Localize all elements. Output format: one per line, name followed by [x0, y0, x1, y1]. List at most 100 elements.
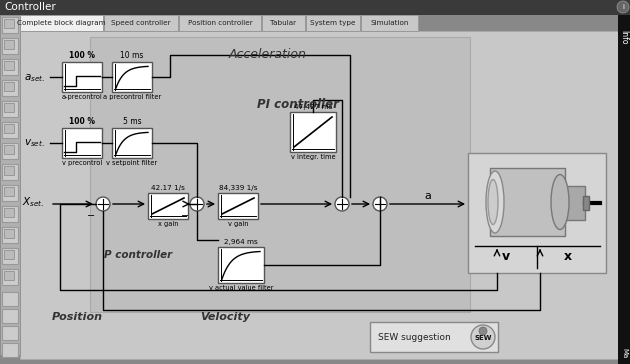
Bar [2, 248, 18, 264]
Bar [4, 208, 14, 217]
Text: v actual value filter: v actual value filter [209, 285, 273, 291]
Bar [218, 247, 264, 283]
Bar [2, 122, 18, 138]
Bar [2, 38, 18, 54]
Text: SEW suggestion: SEW suggestion [378, 332, 450, 341]
Text: 10 ms: 10 ms [120, 51, 144, 60]
Text: 42.17 1/s: 42.17 1/s [151, 185, 185, 191]
Text: Velocity: Velocity [200, 312, 250, 322]
Text: −: − [181, 211, 189, 221]
Bar [618, 0, 630, 364]
Circle shape [96, 197, 110, 211]
Text: 100 %: 100 % [69, 117, 95, 126]
Text: −: − [87, 211, 95, 221]
Bar [2, 269, 18, 285]
Text: Speed controller: Speed controller [111, 20, 171, 26]
Bar [560, 186, 585, 220]
Text: Controller: Controller [4, 3, 55, 12]
Bar [2, 101, 18, 117]
Bar [179, 15, 261, 31]
Bar [104, 15, 178, 31]
Circle shape [617, 1, 629, 13]
Text: 84,339 1/s: 84,339 1/s [219, 185, 257, 191]
Bar [583, 196, 589, 210]
Bar [4, 61, 14, 70]
Text: i: i [622, 4, 624, 10]
Bar [20, 15, 103, 31]
Bar [4, 82, 14, 91]
Circle shape [479, 327, 487, 335]
Bar [2, 309, 18, 323]
Text: v: v [502, 250, 510, 264]
Text: SEW: SEW [474, 335, 492, 341]
Text: P controller: P controller [104, 250, 172, 260]
Bar [2, 164, 18, 180]
Text: Ma: Ma [621, 348, 627, 358]
Bar [4, 145, 14, 154]
Bar [62, 128, 102, 158]
Bar [306, 15, 360, 31]
Text: PI controller: PI controller [257, 98, 339, 111]
Text: 100 %: 100 % [69, 51, 95, 60]
Bar [4, 166, 14, 175]
Circle shape [373, 197, 387, 211]
Bar [4, 124, 14, 133]
Bar [2, 17, 18, 33]
Bar [2, 80, 18, 96]
Bar [4, 229, 14, 238]
Text: 5 ms: 5 ms [123, 117, 141, 126]
Bar [90, 37, 470, 312]
Bar [4, 40, 14, 49]
Text: a precontrol filter: a precontrol filter [103, 94, 161, 100]
Text: Complete block diagram: Complete block diagram [17, 20, 106, 26]
Text: $v_{set.}$: $v_{set.}$ [24, 137, 45, 149]
Bar [2, 59, 18, 75]
Ellipse shape [488, 179, 498, 225]
Text: v gain: v gain [228, 221, 248, 227]
Ellipse shape [486, 171, 504, 233]
Text: v integr. time: v integr. time [290, 154, 335, 160]
Bar [4, 103, 14, 112]
Bar [262, 15, 305, 31]
Text: x: x [564, 250, 572, 264]
Text: 2,964 ms: 2,964 ms [224, 239, 258, 245]
Text: Info: Info [619, 30, 629, 44]
Circle shape [471, 325, 495, 349]
Text: $X_{set.}$: $X_{set.}$ [22, 195, 44, 209]
Text: v precontrol: v precontrol [62, 160, 102, 166]
Text: System type: System type [310, 20, 356, 26]
Bar [468, 153, 606, 273]
Bar [290, 112, 336, 152]
Bar [2, 292, 18, 306]
Bar [112, 128, 152, 158]
Text: Acceleration: Acceleration [229, 48, 307, 61]
Text: Position controller: Position controller [188, 20, 253, 26]
Bar [4, 250, 14, 259]
Text: $a_{set.}$: $a_{set.}$ [24, 72, 45, 84]
Bar [62, 62, 102, 92]
Text: Tabular: Tabular [270, 20, 297, 26]
Bar [4, 187, 14, 196]
Text: x gain: x gain [158, 221, 178, 227]
Bar [370, 322, 498, 352]
Bar [2, 326, 18, 340]
Bar [2, 206, 18, 222]
Text: Position: Position [52, 312, 103, 322]
Bar [148, 193, 188, 219]
Text: a-precontrol: a-precontrol [62, 94, 102, 100]
Bar [490, 168, 565, 236]
Text: a: a [425, 191, 432, 201]
Ellipse shape [551, 174, 569, 229]
Text: Simulation: Simulation [370, 20, 409, 26]
Bar [361, 15, 418, 31]
Bar [2, 143, 18, 159]
Text: v setpoint filter: v setpoint filter [106, 160, 158, 166]
Bar [218, 193, 258, 219]
Bar [0, 15, 20, 355]
Circle shape [335, 197, 349, 211]
Bar [2, 185, 18, 201]
Bar [2, 343, 18, 357]
Bar [112, 62, 152, 92]
Text: 47,427 ms: 47,427 ms [294, 104, 332, 110]
Bar [4, 19, 14, 28]
